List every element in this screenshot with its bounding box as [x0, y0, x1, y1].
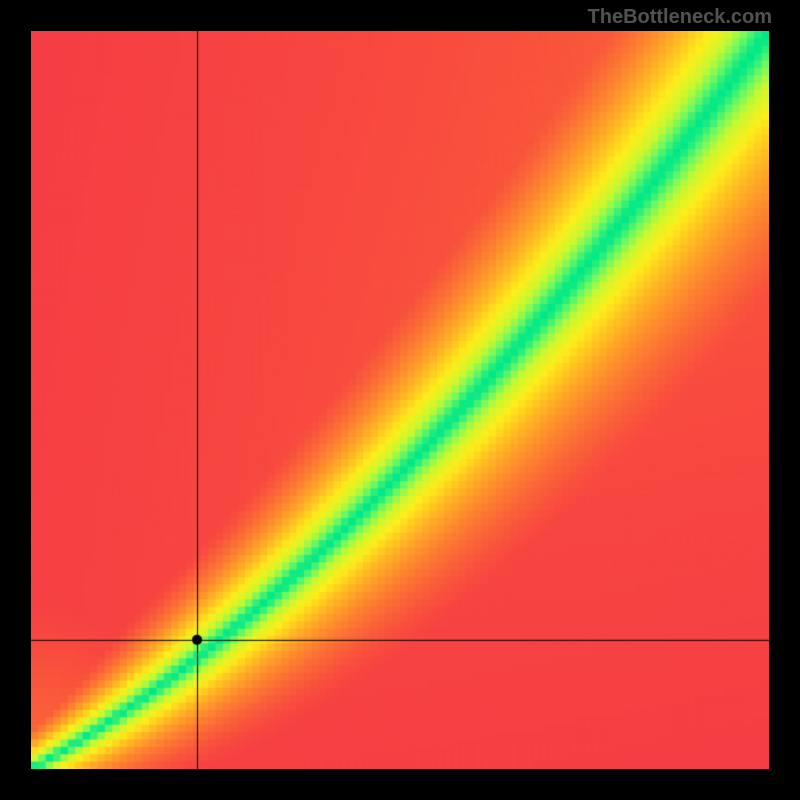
watermark-text: TheBottleneck.com [588, 6, 772, 29]
chart-container: TheBottleneck.com [0, 0, 800, 800]
bottleneck-heatmap [31, 31, 769, 769]
plot-area [31, 31, 769, 769]
